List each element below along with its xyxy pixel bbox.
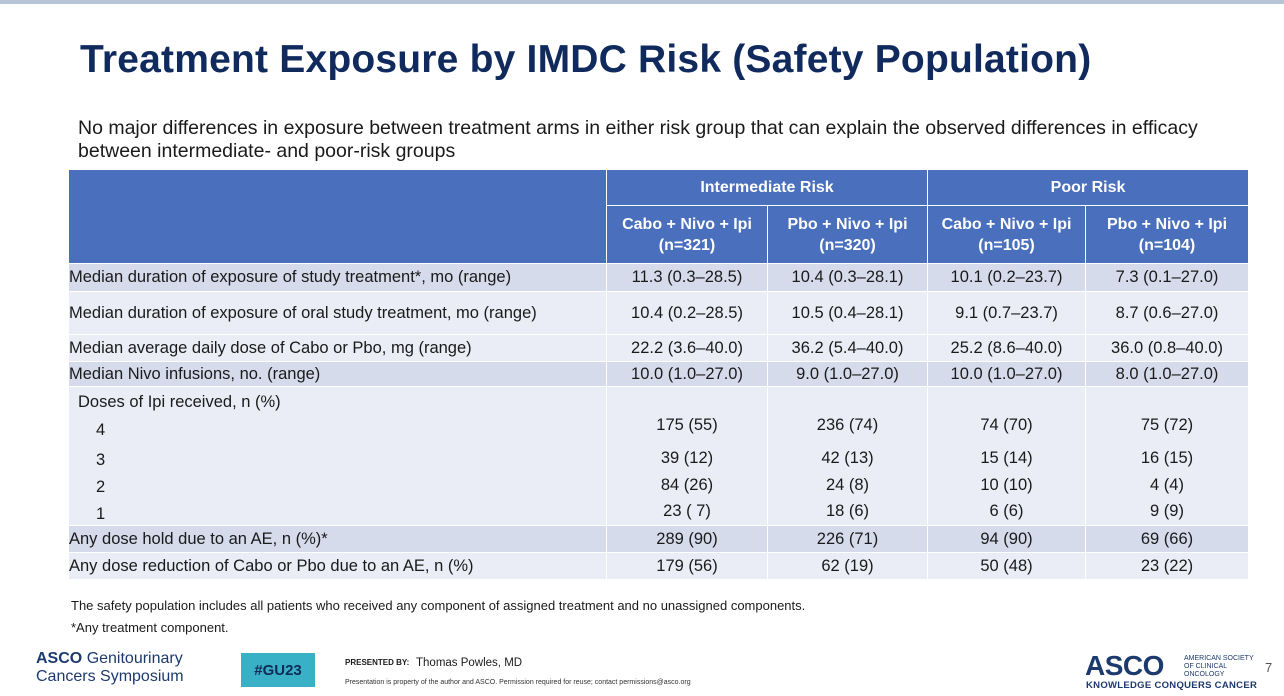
table-row: Any dose reduction of Cabo or Pbo due to… xyxy=(68,552,1250,580)
cell-value: 10.4 (0.3–28.1) xyxy=(766,263,929,292)
presented-by-label: PRESENTED BY: xyxy=(345,658,410,667)
cell-value: 24 (8) xyxy=(825,476,870,494)
cell-value: 22.2 (3.6–40.0) xyxy=(606,334,768,362)
table-row: Any dose hold due to an AE, n (%)* 289 (… xyxy=(68,525,1250,553)
cell-value: 18 (6) xyxy=(825,502,870,520)
cell-value: 94 (90) xyxy=(927,525,1087,553)
cell-value: 179 (56) xyxy=(606,552,768,580)
group-header-poor: Poor Risk xyxy=(927,169,1250,206)
footnote-safety-population: The safety population includes all patie… xyxy=(71,598,806,613)
meeting-name-line1: Genitourinary xyxy=(86,650,183,667)
ipi-heading: Doses of Ipi received, n (%) xyxy=(78,393,281,411)
cell-value: 42 (13) xyxy=(821,449,874,467)
group-header-intermediate: Intermediate Risk xyxy=(605,169,929,206)
dose-label: 1 xyxy=(96,505,106,523)
cell-value: 9.1 (0.7–23.7) xyxy=(927,291,1087,335)
cell-value: 11.3 (0.3–28.5) xyxy=(606,263,768,292)
cell-value: 74 (70) xyxy=(980,416,1033,434)
ipi-values-cell: 175 (55) 39 (12) 84 (26) 23 ( 7) xyxy=(606,386,768,526)
footnote-any-treatment: *Any treatment component. xyxy=(71,620,229,635)
cell-value: 8.7 (0.6–27.0) xyxy=(1085,291,1250,335)
page-number: 7 xyxy=(1265,660,1273,675)
cell-value: 8.0 (1.0–27.0) xyxy=(1085,361,1250,387)
ipi-doses-row: Doses of Ipi received, n (%) 4 3 2 1 175… xyxy=(68,386,1250,526)
table-row: Median average daily dose of Cabo or Pbo… xyxy=(68,334,1250,362)
meeting-name-line2: Cancers Symposium xyxy=(36,668,184,685)
copyright-disclaimer: Presentation is property of the author a… xyxy=(345,679,691,686)
cell-value: 75 (72) xyxy=(1140,416,1194,434)
cell-value: 9 (9) xyxy=(1150,502,1184,520)
cell-value: 10.0 (1.0–27.0) xyxy=(927,361,1087,387)
cell-value: 226 (71) xyxy=(766,525,929,553)
row-label: Median duration of exposure of study tre… xyxy=(68,263,607,292)
cell-value: 36.2 (5.4–40.0) xyxy=(766,334,929,362)
gu-symposium-logo: ASCO Genitourinary Cancers Symposium xyxy=(36,650,184,686)
cell-value: 39 (12) xyxy=(660,449,714,467)
cell-value: 4 (4) xyxy=(1150,476,1184,494)
cell-value: 84 (26) xyxy=(660,476,714,494)
cell-value: 62 (19) xyxy=(766,552,929,580)
row-label: Any dose reduction of Cabo or Pbo due to… xyxy=(68,552,607,580)
ipi-values-cell: 236 (74) 42 (13) 24 (8) 18 (6) xyxy=(766,386,929,526)
asco-org-name: AMERICAN SOCIETY OF CLINICAL ONCOLOGY xyxy=(1184,655,1254,678)
cell-value: 69 (66) xyxy=(1085,525,1250,553)
arm-header: Cabo + Nivo + Ipi (n=105) xyxy=(927,205,1087,264)
cell-value: 7.3 (0.1–27.0) xyxy=(1085,263,1250,292)
cell-value: 175 (55) xyxy=(656,416,718,434)
ipi-label-cell: Doses of Ipi received, n (%) 4 3 2 1 xyxy=(68,386,607,526)
slide-title: Treatment Exposure by IMDC Risk (Safety … xyxy=(80,38,1092,81)
header-corner xyxy=(68,169,607,264)
ipi-values-cell: 75 (72) 16 (15) 4 (4) 9 (9) xyxy=(1085,386,1250,526)
table-row: Median duration of exposure of study tre… xyxy=(68,263,1250,292)
cell-value: 25.2 (8.6–40.0) xyxy=(927,334,1087,362)
cell-value: 289 (90) xyxy=(606,525,768,553)
arm-header: Pbo + Nivo + Ipi (n=320) xyxy=(766,205,929,264)
row-label: Median average daily dose of Cabo or Pbo… xyxy=(68,334,607,362)
cell-value: 10.4 (0.2–28.5) xyxy=(606,291,768,335)
asco-tagline: KNOWLEDGE CONQUERS CANCER xyxy=(1086,680,1258,691)
row-label: Median Nivo infusions, no. (range) xyxy=(68,361,607,387)
arm-header: Pbo + Nivo + Ipi (n=104) xyxy=(1085,205,1250,264)
ipi-values-cell: 74 (70) 15 (14) 10 (10) 6 (6) xyxy=(927,386,1087,526)
cell-value: 23 (22) xyxy=(1085,552,1250,580)
cell-value: 50 (48) xyxy=(927,552,1087,580)
arm-header: Cabo + Nivo + Ipi (n=321) xyxy=(606,205,768,264)
dose-label: 3 xyxy=(96,451,106,469)
dose-label: 4 xyxy=(96,421,106,439)
hashtag-badge: #GU23 xyxy=(241,653,315,687)
cell-value: 15 (14) xyxy=(980,449,1033,467)
dose-label: 2 xyxy=(96,478,106,496)
cell-value: 23 ( 7) xyxy=(663,502,711,520)
cell-value: 9.0 (1.0–27.0) xyxy=(766,361,929,387)
asco-logo: ASCO xyxy=(1085,650,1164,681)
cell-value: 36.0 (0.8–40.0) xyxy=(1085,334,1250,362)
table-row: Median duration of exposure of oral stud… xyxy=(68,291,1250,335)
cell-value: 10.1 (0.2–23.7) xyxy=(927,263,1087,292)
cell-value: 10.0 (1.0–27.0) xyxy=(606,361,768,387)
table-row: Median Nivo infusions, no. (range) 10.0 … xyxy=(68,361,1250,387)
slide-subtitle: No major differences in exposure between… xyxy=(78,117,1198,162)
cell-value: 6 (6) xyxy=(989,502,1024,520)
exposure-table: Intermediate Risk Poor Risk Cabo + Nivo … xyxy=(68,169,1250,580)
cell-value: 10 (10) xyxy=(980,476,1033,494)
top-rule xyxy=(0,0,1284,4)
row-label: Any dose hold due to an AE, n (%)* xyxy=(68,525,607,553)
presenter-name: Thomas Powles, MD xyxy=(416,657,523,669)
cell-value: 16 (15) xyxy=(1140,449,1194,467)
cell-value: 10.5 (0.4–28.1) xyxy=(766,291,929,335)
row-label: Median duration of exposure of oral stud… xyxy=(68,291,607,335)
meeting-brand: ASCO xyxy=(36,650,83,667)
cell-value: 236 (74) xyxy=(816,416,879,434)
